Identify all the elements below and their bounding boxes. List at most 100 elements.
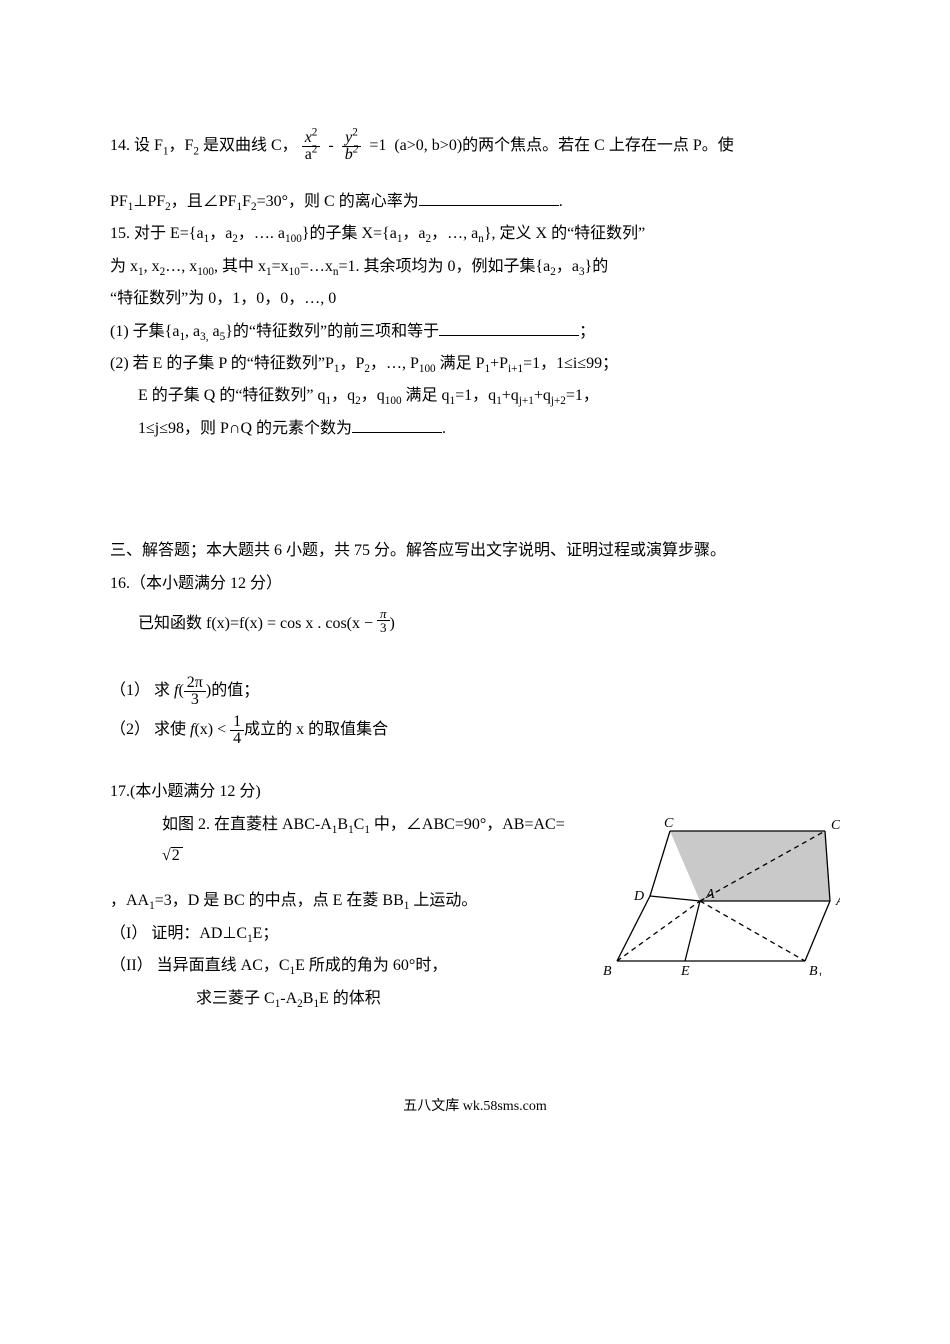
t: 2 [352, 127, 358, 139]
t: （2） 求使 [110, 721, 190, 738]
sqrt2: √2 [162, 847, 183, 864]
t: E； [253, 925, 279, 942]
t: （I） 证明：AD⊥C [110, 925, 247, 942]
t: ，a [556, 258, 579, 275]
svg-text:A: A [705, 887, 715, 902]
t: ，且∠PF [171, 193, 237, 210]
t: -A [280, 990, 297, 1007]
t: 3 [184, 692, 206, 708]
t: 成立的 x 的取值集合 [244, 721, 388, 738]
t: B [303, 990, 314, 1007]
t: C [354, 816, 365, 833]
t: PF [110, 193, 128, 210]
q15-l2: 为 x1, x2…, x100, 其中 x1=x10=…xn=1. 其余项均为 … [110, 252, 840, 282]
section-3-title: 三、解答题；本大题共 6 小题，共 75 分。解答应写出文字说明、证明过程或演算… [110, 536, 840, 566]
q15-p2-l2: E 的子集 Q 的“特征数列” q1，q2，q100 满足 q1=1，q1+qj… [110, 381, 840, 411]
t: 4 [230, 731, 244, 747]
t: ，…, a [431, 225, 478, 242]
t: （II） 当异面直线 AC，C [110, 957, 290, 974]
q16-p2: （2） 求使 f(x) < 14成立的 x 的取值集合 [110, 714, 840, 747]
t: 1≤j≤98，则 P∩Q 的元素个数为 [138, 420, 352, 437]
t: 2π [184, 675, 206, 692]
t: …, x [165, 258, 197, 275]
t: +q [502, 387, 519, 404]
q16-p1: （1） 求 f(2π3)的值； [110, 675, 840, 708]
t: =1，1≤i≤99； [523, 355, 618, 372]
t: 中，∠ABC=90°，AB=AC= [370, 816, 565, 833]
hyperbola-eq: x2a2 - y2b2 =1 [302, 130, 387, 163]
t: 求三菱子 C [196, 990, 275, 1007]
t: f(x) = cos x . cos(x − [239, 615, 377, 632]
q16-given: 已知函数 f(x)=f(x) = cos x . cos(x − π3) [110, 607, 840, 639]
blank [419, 189, 559, 206]
t: < [213, 721, 230, 738]
t: ，AA [110, 892, 149, 909]
t: 满足 q [402, 387, 450, 404]
t: , x [144, 258, 160, 275]
t: }的子集 X={a [302, 225, 397, 242]
q17-i3: 求三菱子 C1-A2B1E 的体积 [110, 984, 840, 1014]
t: E 的体积 [319, 990, 381, 1007]
q15-p2-l1: (2) 若 E 的子集 P 的“特征数列”P1，P2，…, P100 满足 P1… [110, 349, 840, 379]
t: =1 [369, 137, 386, 154]
t: 满足 P [436, 355, 485, 372]
t: =1， [566, 387, 599, 404]
t: . [442, 420, 446, 437]
q14-line2: PF1⊥PF2，且∠PF1F2=30°，则 C 的离心率为. [110, 187, 840, 217]
t: +q [534, 387, 551, 404]
t: ，…. a [238, 225, 285, 242]
t: a [209, 323, 220, 340]
t: 已知函数 f(x)= [138, 615, 239, 632]
t: 的值； [211, 682, 259, 699]
q14-line1: 14. 设 F1，F2 是双曲线 C， x2a2 - y2b2 =1 (a>0,… [110, 130, 840, 163]
t: B [337, 816, 348, 833]
t: E 所成的角为 60°时， [295, 957, 447, 974]
t: , 其中 x [214, 258, 266, 275]
t: (a>0, b>0)的两个焦点。若在 C 上存在一点 P。使 [394, 137, 733, 154]
t: E 的子集 Q 的“特征数列” q [138, 387, 326, 404]
t: }的“特征数列”的前三项和等于 [225, 323, 439, 340]
q15-p2-l3: 1≤j≤98，则 P∩Q 的元素个数为. [110, 414, 840, 444]
t: 为 x [110, 258, 138, 275]
t: 2 [312, 127, 318, 139]
t: F [242, 193, 251, 210]
svg-text:C: C [664, 816, 674, 831]
t: （1） 求 [110, 682, 174, 699]
t: =30°，则 C 的离心率为 [257, 193, 419, 210]
q15-l3: “特征数列”为 0，1，0，0，…, 0 [110, 284, 840, 314]
t: , a [185, 323, 200, 340]
svg-text:B: B [603, 964, 612, 976]
t: ，F [169, 137, 194, 154]
t: =3，D 是 BC 的中点，点 E 在菱 BB [155, 892, 404, 909]
q17-head: 17.(本小题满分 12 分) [110, 777, 840, 807]
q16-head: 16.（本小题满分 12 分） [110, 569, 840, 599]
t: }, 定义 X 的“特征数列” [484, 225, 645, 242]
q15-p1: (1) 子集{a1, a3, a5}的“特征数列”的前三项和等于； [110, 317, 840, 347]
blank [352, 416, 442, 433]
t: 14. 设 F [110, 137, 163, 154]
t: ，a [402, 225, 425, 242]
t: +P [490, 355, 508, 372]
t: . [559, 193, 563, 210]
t: 是双曲线 C， [199, 137, 298, 154]
t: =…x [300, 258, 333, 275]
t: b [345, 146, 353, 163]
svg-text:B₁: B₁ [809, 964, 822, 976]
t: 如图 2. 在直菱柱 ABC-A [162, 816, 332, 833]
t: (1) 子集{a [110, 323, 179, 340]
t: (x) [194, 721, 213, 738]
t: 3 [377, 621, 390, 634]
blank [439, 319, 579, 336]
t: =1. 其余项均为 0，例如子集{a [338, 258, 550, 275]
t: π [377, 607, 390, 621]
t: ； [579, 323, 595, 340]
t: =1，q [455, 387, 496, 404]
t: =x [272, 258, 289, 275]
t: 2 [171, 847, 183, 864]
footer-text: 五八文库 wk.58sms.com [110, 1094, 840, 1121]
t: 1 [230, 714, 244, 731]
t: ，q [331, 387, 355, 404]
t: }的 [585, 258, 609, 275]
t: ) [390, 615, 395, 632]
t: ，…, P [370, 355, 419, 372]
